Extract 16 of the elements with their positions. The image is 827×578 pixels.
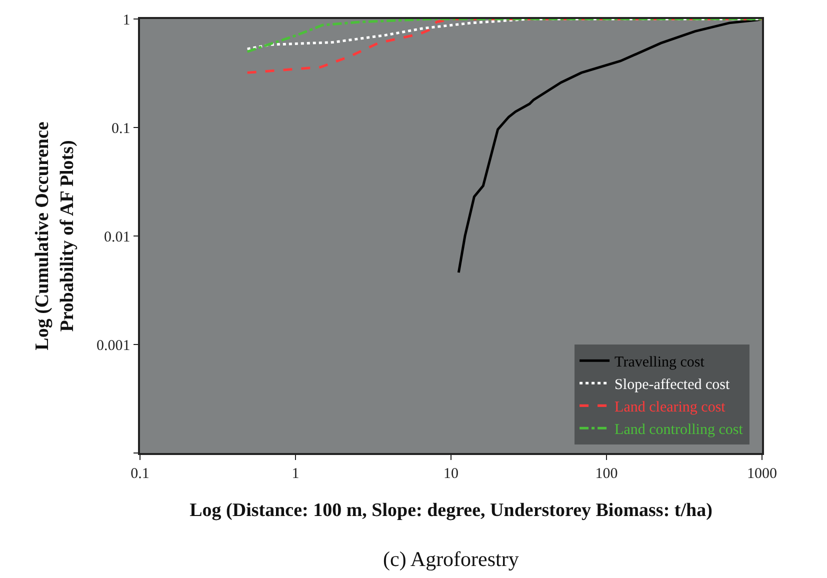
y-tick-label: 0.001: [96, 338, 130, 354]
legend-label: Slope-affected cost: [614, 376, 730, 393]
x-tick-label: 10: [444, 466, 458, 482]
legend-label: Land controlling cost: [614, 422, 744, 438]
x-axis-title: Log (Distance: 100 m, Slope: degree, Understorey Biomass: t/ha): [190, 500, 712, 522]
y-tick-label: 1: [122, 12, 130, 28]
y-axis-title: Log (Cumulative Occurence Probability of AF Plots): [32, 122, 78, 350]
y-tick-label: 0.1: [112, 120, 130, 137]
x-tick-label: 0.1: [130, 466, 150, 482]
legend-label: Travelling cost: [614, 354, 706, 370]
x-tick-label: 1: [292, 466, 300, 482]
text: (c) Agroforestry: [383, 547, 520, 571]
x-tick-label: 1000: [747, 466, 777, 482]
legend-label: Land clearing cost: [614, 399, 726, 416]
y-tick-label: 0.01: [104, 229, 130, 246]
x-tick-label: 100: [595, 466, 618, 482]
